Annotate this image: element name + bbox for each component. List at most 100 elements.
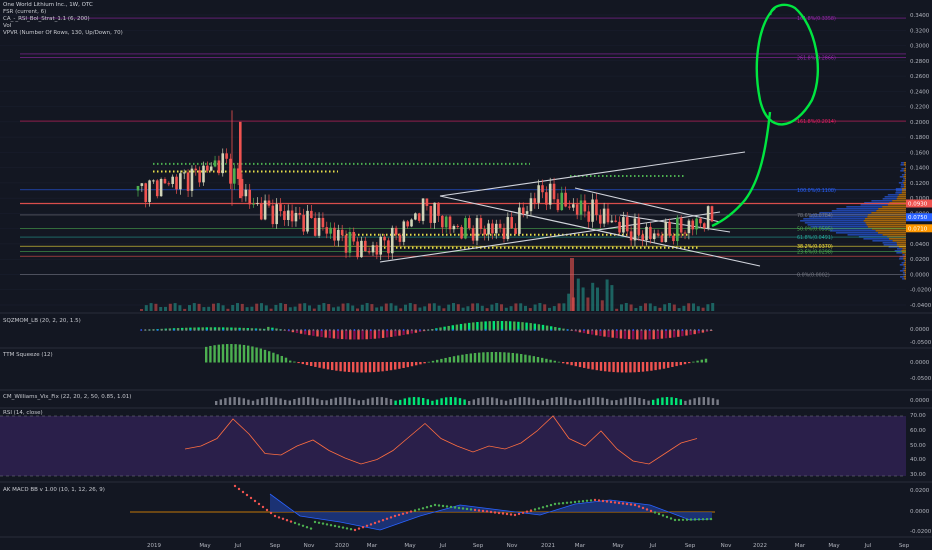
williams-bar [265,397,268,405]
squeeze-bar [365,330,368,340]
indicator-fsr[interactable]: FSR (current, 6) [3,9,47,15]
squeeze-bar [390,330,393,337]
candle-body [271,205,275,225]
squeeze-bar [595,330,598,336]
ttm-bar [482,352,485,363]
macd-dot [485,510,489,513]
squeeze-bar [500,321,504,331]
ttm-bar [398,362,401,369]
ttm-bar [431,360,435,363]
williams-bar [624,397,627,405]
macd-dot [369,523,373,526]
squeeze-dot [624,329,626,331]
ttm-bar [234,344,237,363]
candle-body [360,240,363,258]
williams-bar [468,400,471,405]
volume-bar [696,306,700,311]
ttm-bar [692,361,695,363]
fib-level-label: 0.0%(0.0002) [797,272,830,278]
macd-dot [293,521,297,525]
macd-dot [289,520,293,523]
rsi-legend[interactable]: RSI (14, close) [3,410,43,416]
squeeze-dot [378,329,380,331]
candle-body [468,218,471,229]
volume-bar [404,304,407,311]
squeeze-dot [267,329,270,331]
ttm-bar [524,354,527,363]
candle-body [575,204,579,215]
squeeze-dot [583,329,585,331]
squeeze-dot [669,329,671,331]
price-tick-label: 0.2600 [910,74,930,80]
squeeze-bar [394,330,397,337]
macd-dot [249,496,253,500]
time-tick-label: May [404,543,416,549]
williams-bar [366,398,370,405]
candle-body [239,121,242,199]
trend-line [574,187,721,223]
williams-bar [242,398,245,405]
squeeze-dot [279,329,282,331]
squeeze-bar [660,330,664,339]
squeeze-dot [230,329,233,331]
volume-bar [375,307,379,311]
vpvr-down [896,242,906,244]
candle-body [148,180,151,203]
macd-legend[interactable]: AK MACD BB v 1.00 (10, 1, 12, 26, 9) [3,487,105,493]
squeeze-bar [402,330,405,335]
squeeze-dot [472,329,475,331]
squeeze-dot [341,329,343,331]
squeeze-dot [259,329,261,331]
indicator-vpvr[interactable]: VPVR (Number Of Rows, 130, Up/Down, 70) [3,30,123,36]
ttm-legend[interactable]: TTM Squeeze (12) [3,352,53,358]
volume-bar [365,303,369,311]
volume-bar [236,303,239,311]
candle-body [375,245,379,255]
squeeze-dot [505,329,507,331]
williams-bar [284,399,287,405]
time-tick-label: Jul [234,543,242,549]
squeeze-bar [693,330,696,335]
squeeze-bar [582,330,586,334]
indicator-vol[interactable]: Vol [3,23,12,29]
price-tick-label: 0.1800 [910,135,930,141]
ttm-bar [410,362,414,367]
candle-body [302,214,305,232]
candle-body [652,233,656,240]
volume-bar [279,303,283,311]
williams-legend[interactable]: CM_Williams_Vix_Fix (22, 20, 2, 50, 0.85… [3,394,132,400]
annotation-oval [755,3,819,126]
squeeze-dot [255,329,257,331]
macd-dot [241,490,245,494]
indicator-rsi-bol[interactable]: CA_-_RSI_Bol_Strat_1.1 (6, 200) [3,16,90,22]
squeeze-bar [705,330,709,332]
williams-bar [583,398,586,405]
vpvr-down [867,216,906,218]
squeeze-dot [451,329,454,331]
squeeze-dot [394,329,397,331]
candle-body [186,172,190,191]
ttm-bar [284,357,288,363]
macd-dot [477,509,481,512]
macd-dot [589,499,593,502]
vpvr-up [835,232,878,234]
red-price-tag [906,199,932,208]
squeeze-legend[interactable]: SQZMOM_LB (20, 2, 20, 1.5) [3,318,81,324]
candle-body [471,228,475,241]
volume-bar [159,306,163,311]
williams-bar [665,397,669,405]
williams-vix-bars [215,397,719,405]
chart-title[interactable]: One World Lithium Inc., 1W, OTC [3,2,93,8]
ttm-bar [276,354,279,363]
williams-bar [343,397,347,405]
squeeze-dot [144,329,147,331]
candle-body [263,200,267,220]
macd-dot [257,502,261,506]
candle-body [398,234,402,242]
macd-dot [313,520,317,524]
price-tick-label: 0.0400 [910,242,930,248]
vpvr-down [903,256,906,258]
macd-dot [569,501,573,504]
candlestick-series [136,110,714,260]
